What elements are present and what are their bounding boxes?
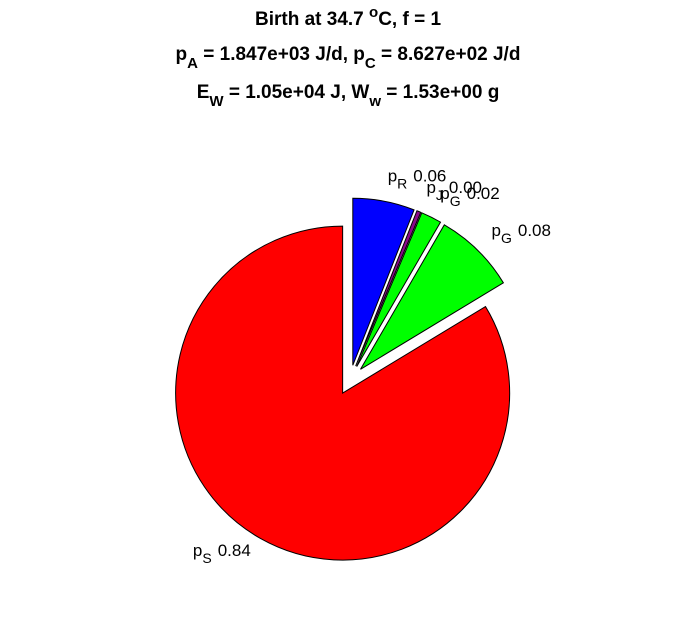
slice-label-subscript: J [436,187,443,203]
title-text: = 8.627e+02 J/d [376,44,521,65]
pie-slice [356,212,442,367]
title-text: p [176,44,188,65]
slice-label-prefix: p [426,178,435,197]
chart-title: Birth at 34.7 o​C, f = 1 [255,4,441,30]
slice-label-value: 0.00 [449,178,482,197]
title-subscript: A [187,55,198,72]
slice-label: pS 0.84 [193,541,251,566]
pie-slice [175,225,511,561]
chart-title: EW​ = 1.05e+04 J, Ww​ = 1.53e+00 g [197,82,500,110]
title-text: C, f = 1 [378,9,441,30]
slice-label-value: 0.06 [413,167,446,186]
title-text: = 1.05e+04 J, W [224,82,370,103]
title-subscript: C [365,55,376,72]
chart-title: pA​ = 1.847e+03 J/d, pC​ = 8.627e+02 J/d [176,44,521,72]
pie-slice [352,197,415,366]
slice-label-value: 0.08 [518,221,551,240]
title-text: Birth at 34.7 [255,9,369,30]
slice-label-subscript: G [450,193,461,209]
slice-label-value: 0.84 [218,541,251,560]
slice-label-value: 0.02 [467,184,500,203]
title-subscript: w [368,93,381,110]
pie-slice [360,224,505,370]
title-subscript: W [209,93,224,110]
slice-label-prefix: p [492,221,501,240]
slice-label-prefix: p [440,184,449,203]
slice-label: pG 0.08 [492,221,551,246]
slice-label-subscript: R [397,176,407,192]
title-text: = 1.847e+03 J/d, p [198,44,365,65]
slice-label-prefix: p [388,167,397,186]
title-text: = 1.53e+00 g [381,82,499,103]
slice-label: pG 0.02 [440,184,499,209]
slice-label-subscript: G [501,230,512,246]
title-superscript: o [369,4,378,21]
slice-label-subscript: S [202,550,211,566]
slice-label: pR 0.06 [388,167,447,192]
pie-slice [355,210,422,367]
title-text: E [197,82,210,103]
slice-label: pJ 0.00 [426,178,482,203]
slice-label-prefix: p [193,541,202,560]
